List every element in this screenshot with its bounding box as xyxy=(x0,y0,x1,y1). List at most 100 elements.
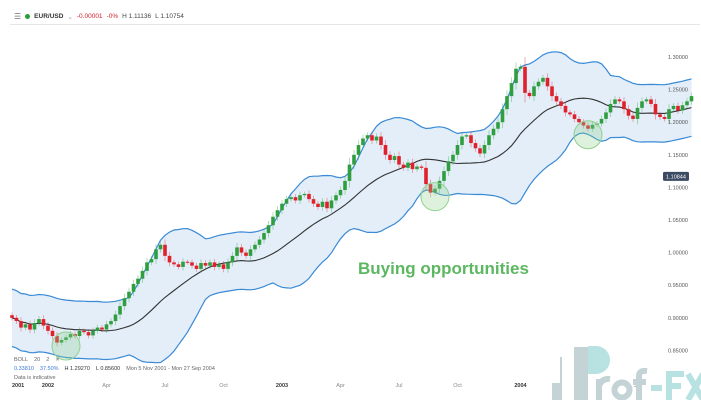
bollinger-middle-band xyxy=(11,97,692,332)
candle xyxy=(280,199,284,215)
candle-body xyxy=(473,143,478,149)
candle xyxy=(550,81,554,102)
candle xyxy=(649,96,653,108)
candle-body xyxy=(185,261,190,263)
candle-body xyxy=(172,262,176,265)
candle-body xyxy=(194,265,199,269)
candle xyxy=(86,329,91,339)
candle xyxy=(473,139,478,152)
candle xyxy=(77,327,82,340)
candle-body xyxy=(343,180,347,191)
candle xyxy=(113,310,118,325)
candle-body xyxy=(104,324,109,330)
candle-body xyxy=(626,109,631,116)
candle xyxy=(37,315,41,327)
candle-body xyxy=(500,109,505,123)
candle xyxy=(266,220,271,238)
chart-header: ☰ EUR/USD ⌄ -0.00001 -0% H 1.11136 L 1.1… xyxy=(14,12,184,21)
candle-body xyxy=(203,263,208,266)
candle xyxy=(253,241,257,253)
candle xyxy=(100,325,104,333)
candle xyxy=(640,97,644,112)
candle-body xyxy=(275,210,280,217)
candle-body xyxy=(469,135,473,144)
candle xyxy=(401,161,406,171)
candle-body xyxy=(680,105,685,111)
candle-body xyxy=(527,92,532,97)
indicator-stddev: 2 xyxy=(46,357,50,363)
candle xyxy=(316,200,320,210)
candle-body xyxy=(644,99,649,102)
candle xyxy=(41,315,46,330)
y-axis-tick-label: 1.25000 xyxy=(668,88,688,94)
symbol-selector[interactable]: EUR/USD xyxy=(34,13,64,20)
candle-body xyxy=(563,105,568,113)
chevron-down-icon[interactable]: ⌄ xyxy=(67,13,73,21)
candle xyxy=(442,166,446,186)
candle-body xyxy=(487,135,491,146)
candle xyxy=(397,151,401,170)
candle xyxy=(527,89,532,100)
candle-body xyxy=(266,225,271,234)
candle-body xyxy=(415,166,419,170)
candle xyxy=(662,114,667,122)
candle-body xyxy=(23,324,28,328)
candle-body xyxy=(685,101,689,106)
x-axis-tick-label: 2002 xyxy=(42,383,54,389)
candle-body xyxy=(442,171,446,181)
candle xyxy=(163,239,167,262)
candle-body xyxy=(635,107,640,119)
candle xyxy=(239,243,244,257)
candle xyxy=(95,324,100,334)
close-icon[interactable]: ✕ xyxy=(55,357,60,363)
candle-body xyxy=(262,233,266,240)
candle-body xyxy=(284,199,289,204)
candle-body xyxy=(64,337,68,340)
candle-body xyxy=(100,327,104,330)
candle-body xyxy=(145,262,149,271)
candle-body xyxy=(167,255,172,263)
candle xyxy=(190,259,194,269)
candle xyxy=(235,242,239,261)
candle-body xyxy=(253,244,257,250)
candle-body xyxy=(424,167,428,185)
candle-body xyxy=(302,193,307,196)
candle-body xyxy=(230,255,235,263)
candle xyxy=(338,186,343,199)
candle-body xyxy=(406,162,410,168)
y-axis-tick-label: 0.95000 xyxy=(668,283,688,289)
x-axis-tick-label: 2001 xyxy=(12,383,24,389)
candle-body xyxy=(379,136,383,146)
candle xyxy=(635,102,640,125)
candle-body xyxy=(388,154,392,161)
candle xyxy=(262,229,266,244)
candle-body xyxy=(271,216,275,226)
candle xyxy=(185,259,190,265)
candle-body xyxy=(217,264,221,267)
header-divider xyxy=(10,24,700,25)
candle-body xyxy=(221,264,226,269)
hamburger-icon[interactable]: ☰ xyxy=(14,12,22,21)
candle-body xyxy=(374,136,379,141)
candle-body xyxy=(649,99,653,104)
candle-body xyxy=(370,135,374,141)
indicator-period: 20 xyxy=(34,357,41,363)
candle-body xyxy=(68,334,73,338)
candle xyxy=(194,262,199,272)
candle xyxy=(685,98,689,109)
candle xyxy=(298,191,302,204)
candle xyxy=(284,195,289,208)
candle-body xyxy=(446,161,451,172)
candle xyxy=(104,320,109,334)
indicator-name[interactable]: BOLL xyxy=(14,357,29,363)
candle-body xyxy=(118,306,122,315)
candle xyxy=(410,158,415,174)
candle-body xyxy=(311,199,316,204)
candle-body xyxy=(41,319,46,326)
candle-body xyxy=(532,86,536,97)
candle xyxy=(599,115,604,127)
x-axis-tick-label: Apr xyxy=(102,383,111,389)
candle-body xyxy=(577,118,581,123)
candle xyxy=(631,112,635,122)
